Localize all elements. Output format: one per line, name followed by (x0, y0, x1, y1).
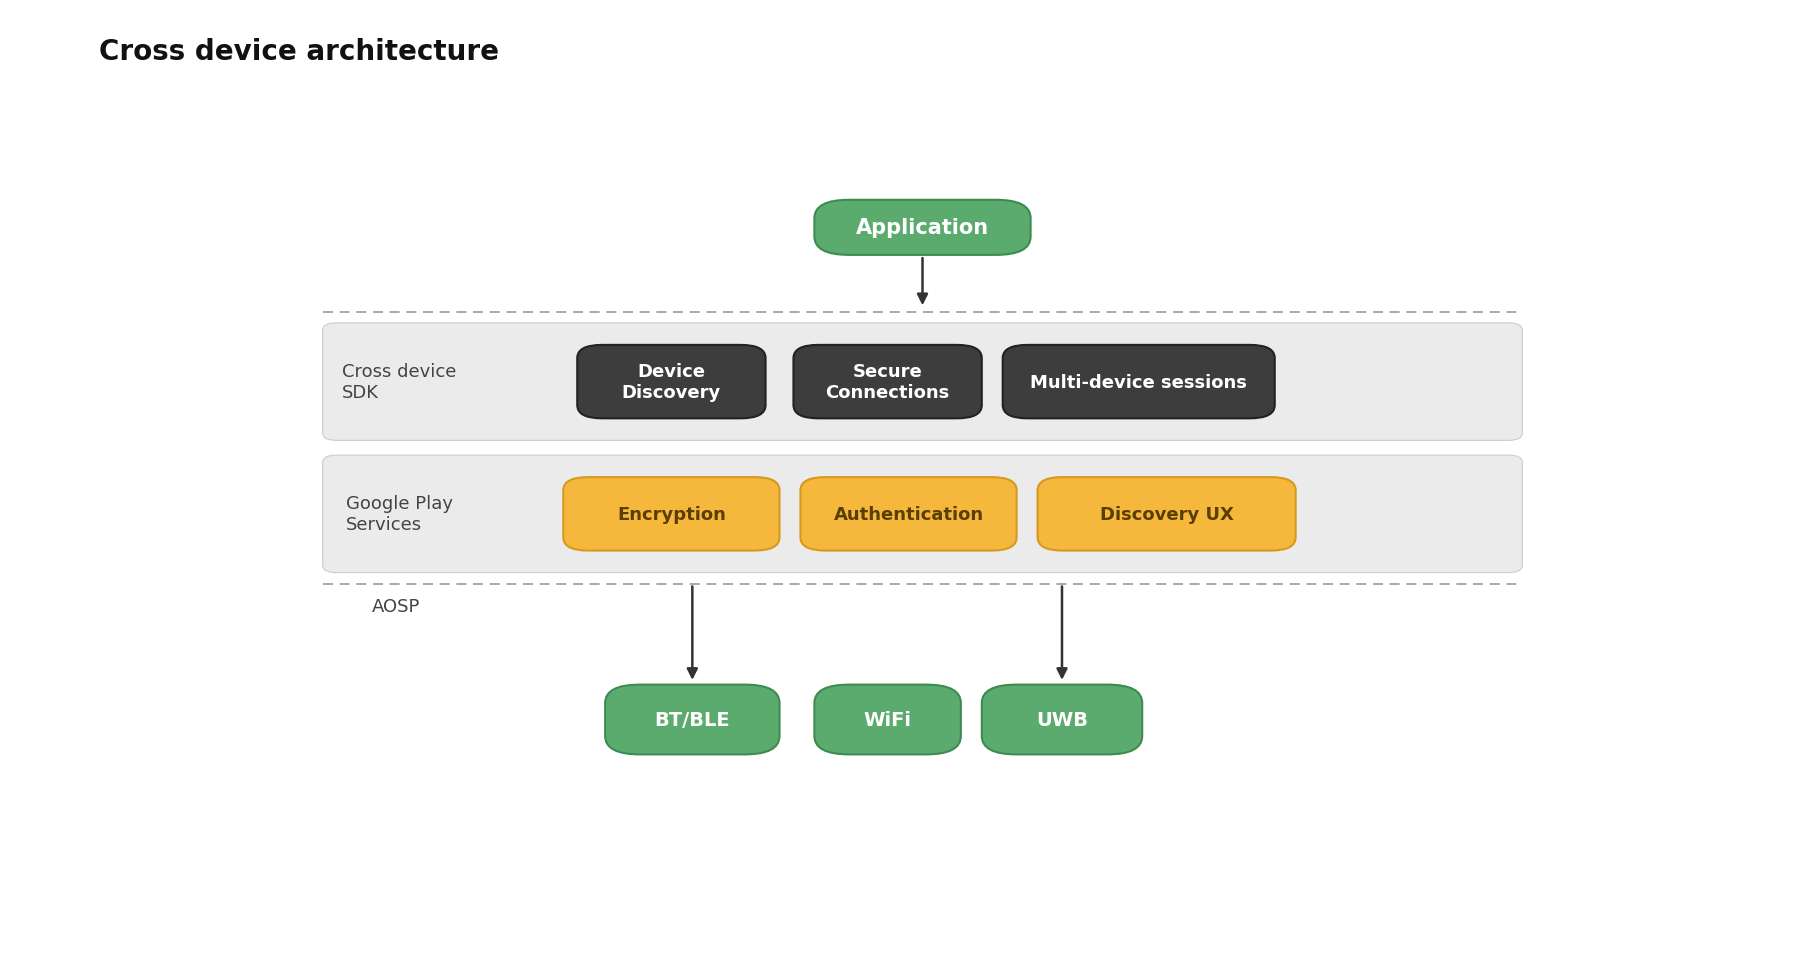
FancyBboxPatch shape (322, 456, 1523, 573)
Text: Device
Discovery: Device Discovery (621, 363, 722, 401)
FancyBboxPatch shape (578, 346, 765, 419)
Text: WiFi: WiFi (864, 710, 911, 729)
FancyBboxPatch shape (1037, 477, 1296, 551)
FancyBboxPatch shape (563, 477, 779, 551)
FancyBboxPatch shape (322, 323, 1523, 441)
Text: Cross device
SDK: Cross device SDK (342, 363, 457, 401)
FancyBboxPatch shape (794, 346, 981, 419)
Text: UWB: UWB (1037, 710, 1087, 729)
Text: Multi-device sessions: Multi-device sessions (1030, 374, 1247, 391)
FancyBboxPatch shape (801, 477, 1017, 551)
Text: AOSP: AOSP (371, 597, 419, 615)
FancyBboxPatch shape (981, 685, 1143, 755)
Text: Google Play
Services: Google Play Services (346, 495, 454, 534)
FancyBboxPatch shape (814, 200, 1031, 255)
Text: Application: Application (857, 218, 988, 238)
Text: Authentication: Authentication (833, 505, 983, 523)
FancyBboxPatch shape (605, 685, 779, 755)
Text: Secure
Connections: Secure Connections (826, 363, 950, 401)
FancyBboxPatch shape (814, 685, 961, 755)
FancyBboxPatch shape (1003, 346, 1274, 419)
Text: Cross device architecture: Cross device architecture (99, 38, 499, 66)
Text: Discovery UX: Discovery UX (1100, 505, 1233, 523)
Text: Encryption: Encryption (617, 505, 725, 523)
Text: BT/BLE: BT/BLE (655, 710, 731, 729)
